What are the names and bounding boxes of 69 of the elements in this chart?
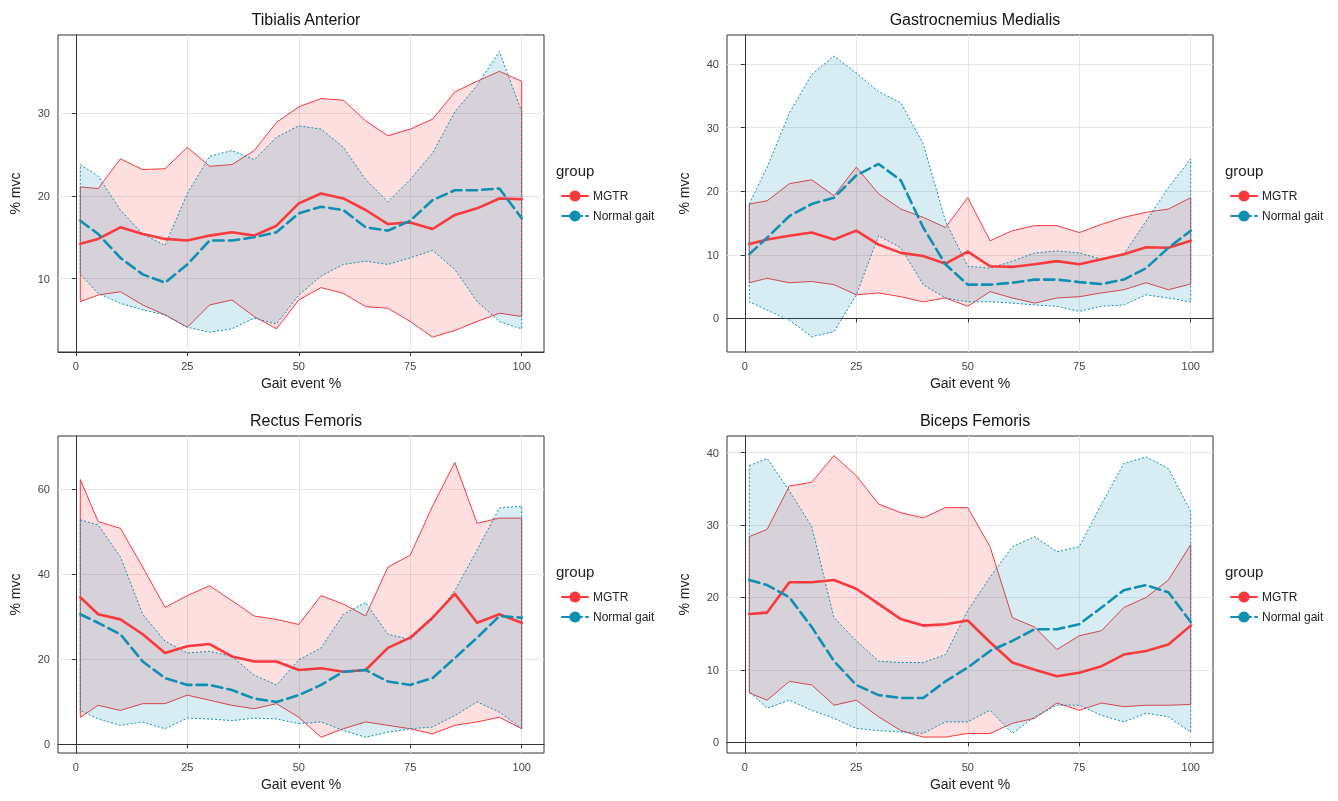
x-axis-title: Gait event % — [929, 375, 1011, 391]
x-tick-label: 50 — [292, 359, 305, 372]
line-series — [747, 229, 1193, 269]
y-tick-label: 60 — [37, 482, 50, 495]
y-tick-label: 30 — [706, 518, 719, 531]
line-series — [78, 592, 524, 673]
legend-label: MGTR — [593, 189, 629, 203]
legend-title: group — [556, 162, 595, 179]
x-tick-label: 25 — [850, 760, 863, 772]
x-tick-label: 50 — [961, 760, 974, 772]
x-axis-title: Gait event % — [260, 375, 342, 391]
x-tick-label: 75 — [1073, 760, 1086, 772]
legend-label: Normal gait — [593, 209, 656, 223]
chart-title: Biceps Femoris — [919, 411, 1031, 428]
x-tick-label: 100 — [1181, 760, 1200, 772]
legend-title: group — [1225, 162, 1264, 179]
y-tick-label: 0 — [712, 735, 719, 748]
y-tick-label: 20 — [37, 189, 50, 202]
x-tick-label: 100 — [512, 359, 531, 372]
y-tick-label: 20 — [37, 652, 50, 665]
x-tick-label: 50 — [961, 359, 974, 372]
y-tick-label: 10 — [706, 248, 719, 261]
y-axis-title: % mvc — [676, 172, 692, 215]
line-series — [78, 612, 524, 703]
x-tick-label: 25 — [181, 359, 194, 372]
x-tick-label: 100 — [1181, 359, 1200, 372]
chart-title: Tibialis Anterior — [251, 10, 362, 28]
y-tick-label: 0 — [712, 312, 719, 325]
x-axis-title: Gait event % — [260, 775, 342, 792]
x-tick-label: 50 — [292, 760, 305, 772]
y-axis-title: % mvc — [7, 573, 23, 615]
x-tick-label: 0 — [741, 359, 748, 372]
x-tick-label: 0 — [72, 359, 79, 372]
x-tick-label: 100 — [512, 760, 531, 772]
y-tick-label: 10 — [706, 663, 719, 676]
legend-title: group — [1225, 562, 1264, 580]
x-tick-label: 0 — [72, 760, 79, 772]
x-tick-label: 75 — [404, 359, 417, 372]
chart-title: Rectus Femoris — [249, 411, 363, 428]
y-tick-label: 40 — [37, 567, 50, 580]
line-series — [747, 578, 1193, 699]
x-tick-label: 25 — [850, 359, 863, 372]
legend-label: Normal gait — [1262, 209, 1325, 223]
y-tick-label: 30 — [37, 107, 50, 120]
line-series — [747, 162, 1193, 286]
y-tick-label: 40 — [706, 58, 719, 71]
y-tick-label: 20 — [706, 590, 719, 603]
y-axis-title: % mvc — [676, 573, 692, 615]
y-tick-label: 20 — [706, 185, 719, 198]
line-series — [747, 578, 1193, 678]
legend-label: Normal gait — [593, 609, 656, 624]
legend-label: MGTR — [1262, 589, 1298, 604]
line-series — [78, 192, 524, 246]
x-tick-label: 25 — [181, 760, 194, 772]
y-tick-label: 40 — [706, 446, 719, 459]
x-tick-label: 0 — [741, 760, 748, 772]
legend-label: MGTR — [1262, 189, 1298, 203]
line-series — [78, 187, 524, 284]
legend-label: Normal gait — [1262, 609, 1325, 624]
legend-title: group — [556, 562, 595, 580]
chart-title: Gastrocnemius Medialis — [889, 10, 1061, 28]
y-tick-label: 10 — [37, 272, 50, 285]
x-tick-label: 75 — [404, 760, 417, 772]
legend-label: MGTR — [593, 589, 629, 604]
y-tick-label: 30 — [706, 121, 719, 134]
x-axis-title: Gait event % — [929, 775, 1011, 792]
y-tick-label: 0 — [43, 737, 50, 750]
y-axis-title: % mvc — [7, 172, 23, 215]
x-tick-label: 75 — [1073, 359, 1086, 372]
